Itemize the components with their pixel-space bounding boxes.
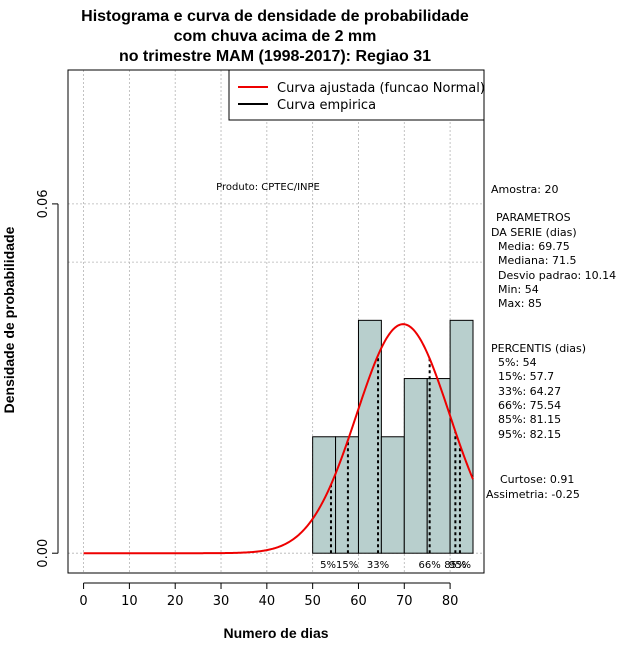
product-annotation: Produto: CPTEC/INPE <box>216 182 320 193</box>
histogram-bar-4 <box>403 378 428 554</box>
x-tick-label-60: 60 <box>350 594 367 609</box>
histogram-bars <box>312 319 474 554</box>
percentil-5: 5%: 54 <box>498 356 537 369</box>
x-tick-label-20: 20 <box>167 594 184 609</box>
x-tick-label-10: 10 <box>121 594 138 609</box>
percentil-66: 66%: 75.54 <box>498 399 561 412</box>
chart-title-line-1: Histograma e curva de densidade de proba… <box>81 8 469 25</box>
param-sd: Desvio padrao: 10.14 <box>498 269 616 282</box>
percentil-85: 85%: 81.15 <box>498 413 561 426</box>
percentis-header: PERCENTIS (dias) <box>491 342 586 355</box>
param-mean: Media: 69.75 <box>498 240 570 253</box>
axes: 0 10 20 30 40 50 60 70 80 0.00 0.06 <box>36 189 458 609</box>
y-tick-label-1: 0.06 <box>36 189 51 218</box>
param-min: Min: 54 <box>498 283 539 296</box>
params-header: PARAMETROS <box>496 211 571 224</box>
x-tick-label-70: 70 <box>396 594 413 609</box>
sample-size: Amostra: 20 <box>491 183 558 196</box>
x-tick-label-50: 50 <box>304 594 321 609</box>
histogram-bar-6 <box>449 319 474 554</box>
percentile-lines <box>329 355 461 554</box>
kurtosis: Curtose: 0.91 <box>500 473 574 486</box>
x-tick-label-40: 40 <box>259 594 276 609</box>
x-tick-label-30: 30 <box>213 594 230 609</box>
histogram-bar-3 <box>380 436 405 554</box>
chart-title-line-2: com chuva acima de 2 mm <box>174 28 377 45</box>
param-max: Max: 85 <box>498 297 542 310</box>
x-tick-label-80: 80 <box>442 594 459 609</box>
percentile-labels: 5%15% 33% 66% 85%95% <box>320 560 471 571</box>
percentil-95: 95%: 82.15 <box>498 428 561 441</box>
percentil-33: 33%: 64.27 <box>498 385 561 398</box>
percentile-label-0: 5%15% <box>320 560 358 571</box>
legend-box <box>228 69 485 121</box>
y-tick-label-0: 0.00 <box>36 539 51 568</box>
normal-curve-layer <box>83 323 474 555</box>
x-axis-title: Numero de dias <box>223 625 328 641</box>
normal-curve <box>83 323 474 555</box>
legend-label-empirical: Curva empirica <box>277 98 376 113</box>
percentile-label-4: 95% <box>449 560 471 571</box>
histogram-bar-0 <box>312 436 337 554</box>
params-subheader: DA SERIE (dias) <box>491 226 577 239</box>
stats-panel: Amostra: 20 PARAMETROS DA SERIE (dias) M… <box>486 183 616 501</box>
legend-label-normal: Curva ajustada (funcao Normal) <box>277 81 485 96</box>
percentile-label-1: 33% <box>367 560 389 571</box>
y-axis-title: Densidade de probabilidade <box>1 226 17 413</box>
skewness: Assimetria: -0.25 <box>486 488 580 501</box>
x-tick-label-0: 0 <box>79 594 87 609</box>
legend: Curva ajustada (funcao Normal) Curva emp… <box>228 69 485 121</box>
percentile-label-2: 66% <box>419 560 441 571</box>
chart-title-line-3: no trimestre MAM (1998-2017): Regiao 31 <box>119 48 431 65</box>
param-median: Mediana: 71.5 <box>498 254 576 267</box>
percentil-15: 15%: 57.7 <box>498 370 554 383</box>
percentile-label-3: 85% <box>444 560 466 571</box>
